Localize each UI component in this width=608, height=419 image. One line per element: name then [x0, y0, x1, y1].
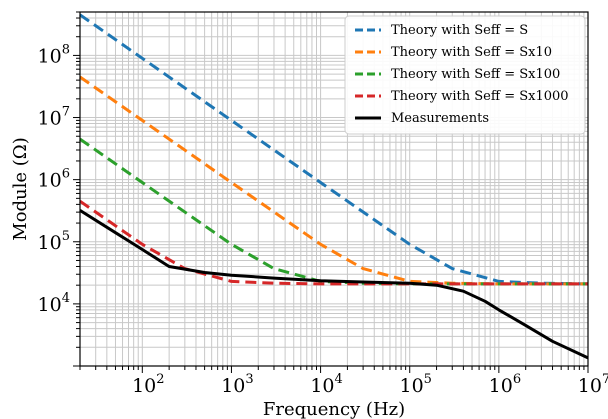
tick-labels: 102 103 104 105 106 107 104 105 106 107 108 — [38, 42, 608, 397]
series-line-5 — [79, 209, 589, 360]
series-line-4 — [79, 199, 588, 286]
legend: Theory with Seff = S Theory with Seff = S… — [344, 15, 586, 135]
plot-series — [79, 13, 589, 360]
legend-label: Theory with Seff = Sx10 — [391, 45, 552, 60]
y-tick-label: 107 — [38, 105, 70, 130]
x-tick-label: 103 — [221, 372, 253, 397]
legend-label: Theory with Seff = Sx1000 — [391, 89, 569, 104]
y-tick-label: 106 — [38, 167, 70, 192]
x-tick-label: 106 — [489, 372, 521, 397]
plot-frame — [79, 11, 589, 367]
x-tick-label: 104 — [310, 372, 342, 397]
x-tick-label: 102 — [132, 372, 164, 397]
axis-ticks — [73, 11, 589, 373]
legend-label: Theory with Seff = Sx100 — [391, 67, 560, 82]
y-axis-title: Module (Ω) — [10, 137, 31, 240]
legend-label: Theory with Seff = S — [391, 23, 528, 38]
y-tick-label: 105 — [38, 229, 70, 254]
y-tick-label: 104 — [38, 291, 70, 316]
legend-label: Measurements — [391, 111, 489, 126]
x-tick-label: 105 — [399, 372, 431, 397]
legend-box — [344, 15, 586, 135]
y-tick-label: 108 — [38, 42, 70, 67]
x-tick-label: 107 — [578, 372, 608, 397]
x-axis-title: Frequency (Hz) — [263, 399, 405, 419]
